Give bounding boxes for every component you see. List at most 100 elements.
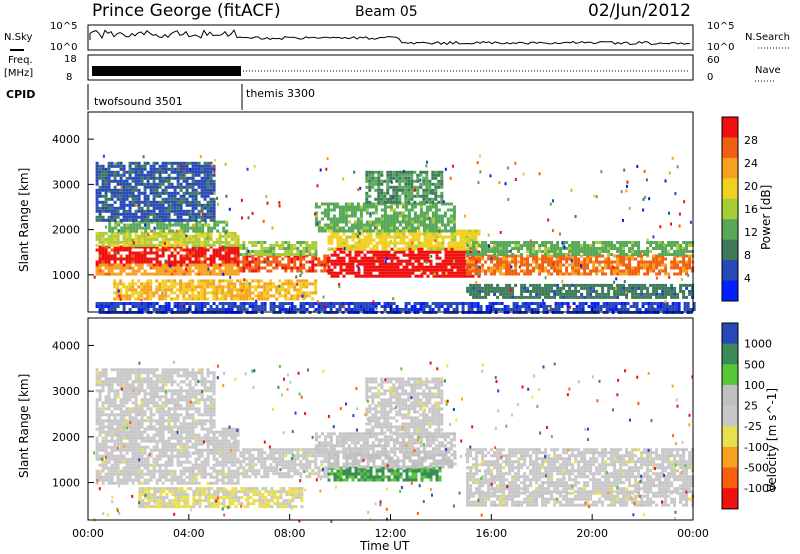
data-cell (272, 302, 276, 305)
data-cell (131, 191, 135, 195)
data-cell (559, 266, 563, 270)
data-cell (643, 263, 647, 267)
data-cell (185, 302, 189, 305)
data-cell (416, 223, 420, 227)
data-cell (529, 244, 533, 247)
data-cell (365, 176, 369, 180)
data-cell (640, 263, 644, 267)
data-cell (299, 269, 303, 273)
data-cell (185, 212, 189, 216)
data-cell (227, 260, 231, 264)
data-cell (197, 257, 201, 261)
data-cell (462, 265, 466, 269)
data-cell (209, 185, 213, 189)
data-cell (179, 240, 183, 244)
data-cell (114, 226, 118, 230)
data-cell (595, 289, 599, 293)
data-cell (670, 295, 674, 299)
data-cell (269, 308, 273, 311)
data-cell (143, 269, 147, 273)
data-cell (589, 269, 593, 273)
data-cell (401, 226, 405, 230)
data-cell (173, 248, 177, 252)
data-cell (475, 292, 479, 296)
data-cell (401, 191, 405, 195)
data-cell (459, 259, 463, 263)
data-cell (392, 188, 396, 192)
data-cell (514, 247, 518, 250)
data-cell (140, 218, 144, 222)
data-cell (290, 294, 294, 298)
data-cell (389, 202, 393, 206)
data-cell (508, 292, 512, 296)
data-cell (227, 245, 231, 249)
data-cell (661, 283, 665, 287)
data-cell (200, 167, 204, 171)
data-cell (646, 286, 650, 290)
data-cell (535, 253, 539, 256)
data-cell (161, 263, 165, 267)
data-cell (296, 308, 300, 311)
data-cell (269, 247, 273, 250)
data-cell (375, 229, 379, 233)
data-cell (182, 176, 186, 180)
data-cell (209, 305, 213, 308)
data-cell (380, 191, 384, 195)
data-cell (637, 292, 641, 296)
data-cell (266, 282, 270, 286)
data-cell (345, 238, 349, 242)
data-cell (538, 292, 542, 296)
data-cell (431, 202, 435, 206)
data-cell (523, 283, 527, 287)
data-cell (493, 241, 497, 244)
data-cell (287, 291, 291, 295)
data-cell (329, 202, 333, 206)
data-cell (401, 211, 405, 215)
data-cell (664, 257, 668, 261)
data-cell (381, 235, 385, 239)
data-cell (272, 282, 276, 286)
data-cell (393, 232, 397, 236)
data-cell (453, 244, 457, 248)
data-cell (128, 243, 132, 247)
data-cell (371, 202, 375, 206)
data-cell (640, 257, 644, 261)
data-cell (122, 297, 126, 301)
data-cell (356, 208, 360, 212)
data-cell (572, 302, 576, 305)
data-cell (374, 305, 378, 308)
data-cell (485, 305, 489, 308)
data-cell (176, 251, 180, 255)
data-cell (167, 308, 171, 311)
data-cell (339, 235, 343, 239)
data-cell (146, 212, 150, 216)
data-cell (239, 260, 243, 264)
data-cell (179, 291, 183, 295)
data-cell (182, 248, 186, 252)
data-cell (378, 271, 382, 275)
data-cell (673, 289, 677, 293)
data-cell (311, 282, 315, 286)
data-cell (248, 291, 252, 295)
data-cell (122, 209, 126, 213)
data-cell (314, 263, 318, 267)
data-cell (466, 266, 470, 270)
data-cell (266, 269, 270, 273)
data-cell (330, 241, 334, 245)
data-cell (598, 292, 602, 296)
data-cell (260, 253, 264, 256)
data-cell (399, 268, 403, 272)
data-cell (683, 305, 687, 308)
data-cell (580, 292, 584, 296)
data-cell (490, 269, 494, 273)
data-cell (481, 289, 485, 293)
data-cell (422, 211, 426, 215)
data-cell (104, 185, 108, 189)
data-cell (304, 295, 307, 299)
noise-tick-low-left: 10^0 (50, 42, 77, 53)
data-cell (383, 208, 387, 212)
data-cell (188, 240, 192, 244)
data-cell (287, 260, 291, 264)
data-cell (360, 247, 364, 251)
data-cell (475, 250, 479, 253)
